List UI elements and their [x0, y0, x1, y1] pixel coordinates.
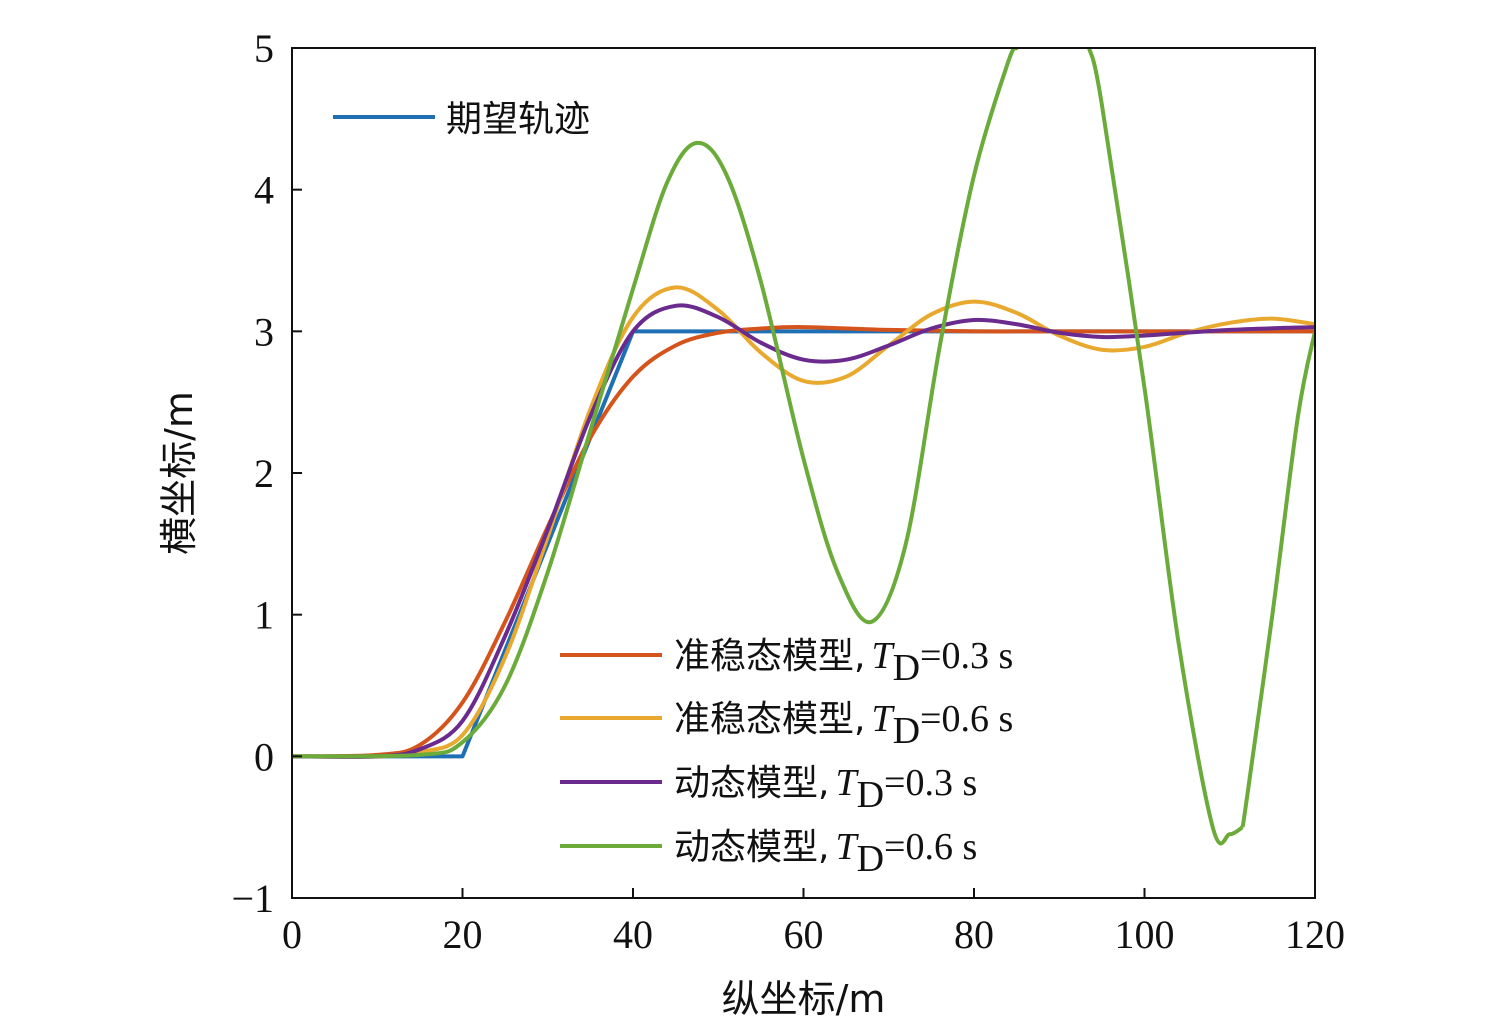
legend-label: 准稳态模型, TD=0.6 s — [674, 698, 1013, 752]
dynamic-0.6-line-segment-2 — [1087, 48, 1244, 846]
legend-top: 期望轨迹 — [333, 99, 590, 140]
y-axis-title: 横坐标/m — [157, 391, 201, 555]
x-axis-title: 纵坐标/m — [722, 977, 886, 1021]
x-tick-label: 20 — [443, 912, 483, 957]
x-tick-label: 120 — [1285, 912, 1345, 957]
legend-bottom: 准稳态模型, TD=0.3 s 准稳态模型, TD=0.6 s 动态模型, TD=0.3 … — [560, 635, 1013, 880]
y-tick-label: 0 — [254, 734, 274, 779]
x-tick-label: 100 — [1115, 912, 1175, 957]
x-tick-label: 60 — [784, 912, 824, 957]
y-tick-label: 1 — [254, 593, 274, 638]
x-tick-label: 80 — [954, 912, 994, 957]
quasi-steady-0.3-line — [292, 325, 1315, 759]
y-tick-label: 3 — [254, 309, 274, 354]
y-tick-label: 4 — [254, 168, 274, 213]
x-tick-label: 0 — [282, 912, 302, 957]
y-tick-label: 2 — [254, 451, 274, 496]
legend-label: 动态模型, TD=0.6 s — [674, 826, 977, 880]
quasi-steady-0.6-line — [292, 285, 1315, 759]
y-tick-label: 5 — [254, 26, 274, 71]
legend-label: 准稳态模型, TD=0.3 s — [674, 635, 1013, 689]
legend-label: 动态模型, TD=0.3 s — [674, 762, 977, 816]
y-tick-label: −1 — [231, 876, 274, 921]
dynamic-0.6-line — [292, 48, 1019, 759]
desired-trajectory-line — [292, 329, 1315, 759]
dynamic-0.6-line-segment-3 — [1240, 330, 1315, 828]
legend-label: 期望轨迹 — [446, 99, 590, 140]
dynamic-0.3-line — [292, 303, 1315, 759]
plot-lines — [292, 48, 1315, 846]
x-tick-label: 40 — [613, 912, 653, 957]
